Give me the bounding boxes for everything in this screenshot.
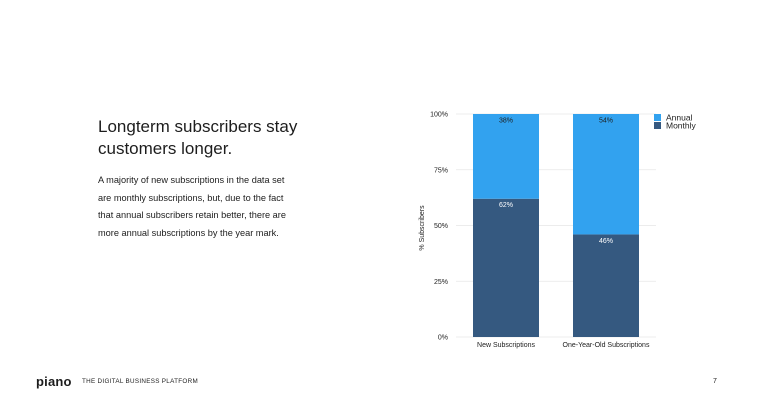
- slide-body-text: A majority of new subscriptions in the d…: [98, 175, 286, 238]
- x-tick-label: New Subscriptions: [477, 342, 535, 349]
- bar-monthly-segment: [473, 198, 539, 337]
- y-tick-label: 25%: [434, 279, 448, 286]
- data-label: 46%: [599, 238, 613, 245]
- stacked-bar-chart: 62% 38% 46% 54% 0% 25% 50% 75% 100% New Subscri…: [419, 112, 697, 350]
- y-tick-label: 50%: [434, 223, 448, 230]
- x-tick-labels: New Subscriptions One-Year-Old Subscripti…: [477, 342, 650, 349]
- piano-logo: piano: [36, 374, 72, 389]
- y-tick-label: 100%: [430, 112, 448, 119]
- y-tick-label: 75%: [434, 167, 448, 174]
- bar-annual-segment: [573, 114, 639, 235]
- slide-headline: Longterm subscribers stay customers long…: [98, 117, 298, 158]
- y-tick-label: 0%: [438, 335, 448, 342]
- data-label: 62%: [499, 202, 513, 209]
- legend-label-monthly: Monthly: [666, 121, 697, 131]
- data-label: 38%: [499, 118, 513, 125]
- bar-monthly-segment: [573, 234, 639, 337]
- legend: Annual Monthly: [654, 113, 697, 131]
- legend-swatch-monthly: [654, 122, 661, 129]
- legend-label-annual: Annual: [666, 113, 693, 123]
- data-labels: 62% 38% 46% 54%: [499, 118, 613, 245]
- x-tick-label: One-Year-Old Subscriptions: [563, 342, 650, 349]
- y-axis-label: % Subscribers: [419, 205, 426, 251]
- bar-annual-segment: [473, 114, 539, 199]
- data-label: 54%: [599, 118, 613, 125]
- bars: [473, 114, 639, 337]
- footer-tagline: THE DIGITAL BUSINESS PLATFORM: [82, 378, 198, 385]
- page-number: 7: [713, 378, 717, 385]
- legend-swatch-annual: [654, 114, 661, 121]
- y-tick-labels: 0% 25% 50% 75% 100%: [430, 112, 448, 342]
